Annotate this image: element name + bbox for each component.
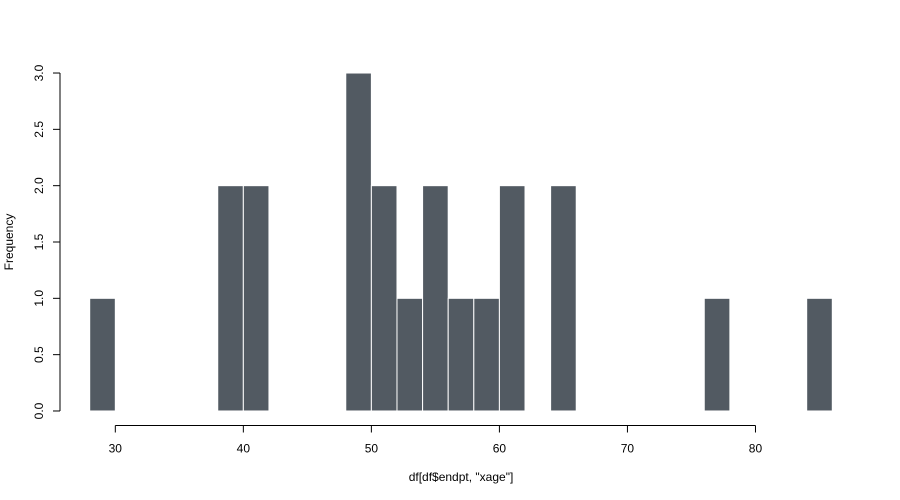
bar <box>422 185 449 412</box>
bar <box>550 185 577 412</box>
bar <box>370 185 398 412</box>
y-tick-label: 2.0 <box>32 177 46 194</box>
y-axis-label: Frequency <box>2 214 16 271</box>
y-tick-label: 0.0 <box>32 402 46 419</box>
x-tick-label: 60 <box>493 442 507 456</box>
x-tick-label: 30 <box>109 442 123 456</box>
bar <box>447 297 475 412</box>
bar <box>703 297 731 412</box>
x-tick-label: 70 <box>621 442 635 456</box>
y-tick-label: 1.5 <box>32 233 46 250</box>
bar <box>242 185 270 412</box>
bar <box>498 185 526 412</box>
bar <box>396 297 424 412</box>
bar <box>89 297 116 412</box>
bar <box>217 185 244 412</box>
x-axis-label: df[df$endpt, "xage"] <box>409 470 514 484</box>
y-tick-label: 3.0 <box>32 64 46 81</box>
x-tick-label: 40 <box>237 442 251 456</box>
x-tick-label: 50 <box>365 442 379 456</box>
bar <box>806 297 833 412</box>
y-tick-label: 2.5 <box>32 121 46 138</box>
y-tick-label: 0.5 <box>32 346 46 363</box>
x-tick-label: 80 <box>749 442 763 456</box>
bar <box>473 297 500 412</box>
bar <box>345 72 372 412</box>
y-tick-label: 1.0 <box>32 290 46 307</box>
